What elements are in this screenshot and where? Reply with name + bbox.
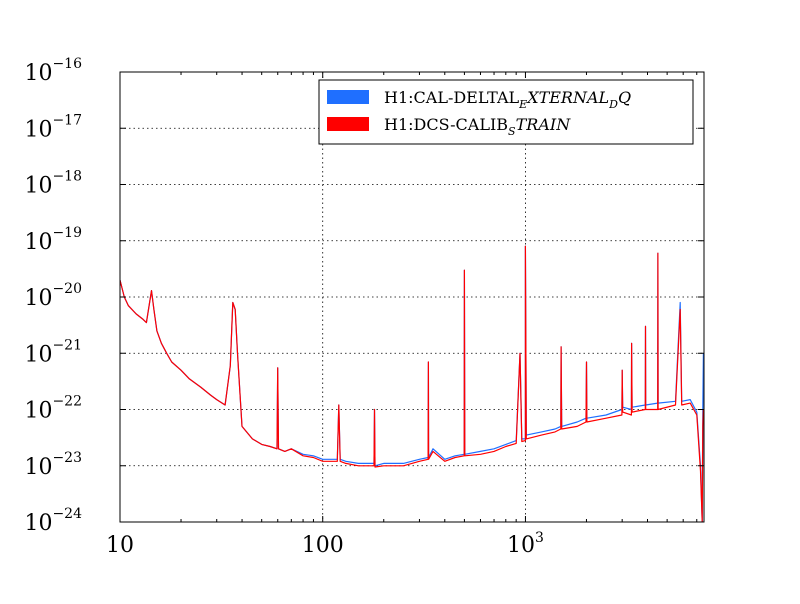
legend-swatch-delta-l (327, 90, 369, 104)
y-tick-label: 10−17 (24, 112, 82, 142)
x-tick-label: 100 (302, 533, 344, 558)
legend: H1:CAL-DELTALEXTERNALDQ H1:DCS-CALIBSTRA… (318, 79, 694, 145)
legend-label-delta-l: H1:CAL-DELTALEXTERNALDQ (384, 88, 631, 111)
x-tick-label: 10 (106, 533, 134, 558)
legend-label-calib-strain: H1:DCS-CALIBSTRAIN (384, 115, 571, 138)
legend-swatch-calib-strain (327, 117, 369, 131)
series-line-calib-strain (120, 245, 704, 522)
series-layer (120, 245, 704, 522)
legend-box (318, 79, 694, 145)
